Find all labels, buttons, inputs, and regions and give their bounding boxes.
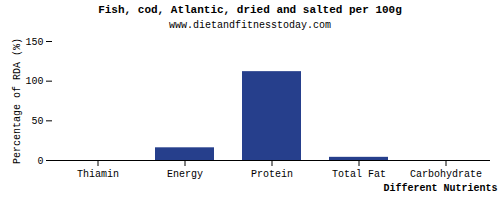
svg-text:Protein: Protein — [251, 169, 293, 180]
svg-text:100: 100 — [25, 76, 43, 87]
svg-text:Energy: Energy — [167, 169, 203, 180]
svg-text:Percentage of RDA (%): Percentage of RDA (%) — [12, 38, 23, 164]
svg-text:Thiamin: Thiamin — [77, 169, 119, 180]
html-text:www.dietandfitnesstoday.com: www.dietandfitnesstoday.com — [169, 20, 331, 31]
svg-text:Different Nutrients: Different Nutrients — [383, 183, 497, 194]
html-text:Fish, cod, Atlantic, dried and: Fish, cod, Atlantic, dried and salted pe… — [98, 4, 402, 16]
svg-text:Total Fat: Total Fat — [332, 169, 386, 180]
svg-text:150: 150 — [25, 37, 43, 48]
svg-text:Carbohydrate: Carbohydrate — [410, 169, 482, 180]
svg-text:0: 0 — [37, 156, 43, 167]
svg-text:50: 50 — [31, 116, 43, 127]
